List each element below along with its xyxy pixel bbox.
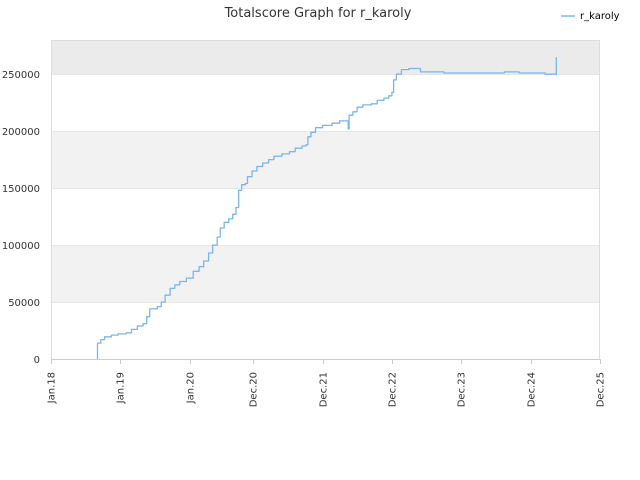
y-axis-ticks: 0 50000 100000 150000 200000 250000: [2, 70, 40, 366]
y-tick-label: 150000: [2, 184, 40, 195]
series-line-r_karoly: [96, 57, 557, 360]
x-tick-label: Dec.23: [457, 372, 468, 407]
plot-band: [51, 74, 600, 132]
plot-band: [51, 302, 600, 359]
axes: [51, 40, 600, 360]
x-tick-label: Jan.20: [186, 372, 197, 404]
x-tick-label: Dec.20: [249, 372, 260, 407]
y-tick-label: 250000: [2, 70, 40, 81]
x-tick-label: Jan.19: [116, 372, 127, 404]
x-tick-label: Dec.25: [596, 372, 607, 407]
plot-band: [51, 40, 600, 75]
x-axis-ticks: Jan.18 Jan.19 Jan.20 Dec.20 Dec.21 Dec.22 Dec.…: [47, 359, 607, 407]
series-group: [96, 57, 557, 360]
x-tick-label: Dec.24: [527, 372, 538, 407]
x-tick-label: Dec.21: [319, 372, 330, 407]
y-tick-label: 200000: [2, 127, 40, 138]
y-tick-label: 100000: [2, 241, 40, 252]
y-tick-label: 50000: [8, 298, 40, 309]
plot-band: [51, 188, 600, 246]
x-tick-label: Jan.18: [47, 372, 58, 404]
y-tick-label: 0: [34, 355, 40, 366]
chart-title: Totalscore Graph for r_karoly: [224, 6, 412, 21]
plot-band: [51, 245, 600, 303]
legend[interactable]: r_karoly: [561, 11, 620, 22]
plot-band: [51, 131, 600, 189]
plot-bands: [51, 40, 600, 359]
x-tick-label: Dec.22: [388, 372, 399, 407]
legend-label[interactable]: r_karoly: [580, 11, 620, 22]
